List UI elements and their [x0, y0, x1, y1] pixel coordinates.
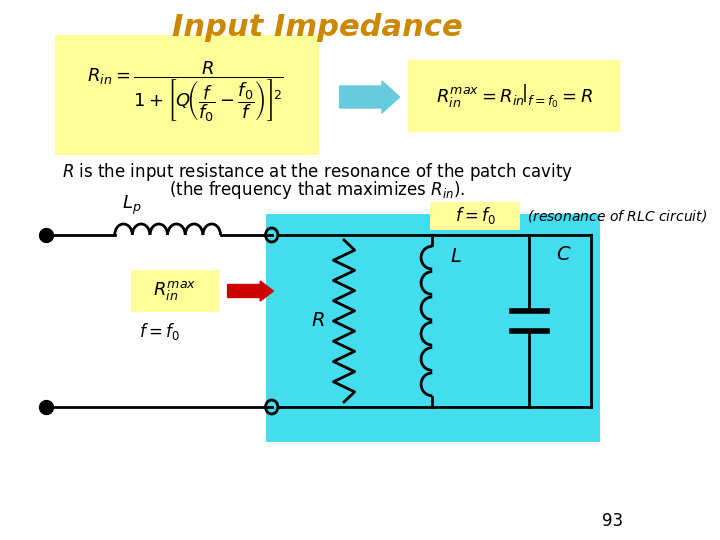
Bar	[55, 35, 320, 155]
Text: $L$: $L$	[450, 247, 462, 267]
Text: (the frequency that maximizes $R_{in}$).: (the frequency that maximizes $R_{in}$).	[169, 179, 466, 201]
Bar	[408, 60, 620, 132]
FancyArrow shape	[340, 81, 400, 113]
Text: $f = f_0$: $f = f_0$	[455, 206, 496, 226]
Text: $R_{in}^{max}$: $R_{in}^{max}$	[153, 280, 197, 302]
Text: $R$ is the input resistance at the resonance of the patch cavity: $R$ is the input resistance at the reson…	[62, 161, 573, 183]
Text: $L_p$: $L_p$	[122, 194, 141, 217]
Text: $C$: $C$	[556, 246, 571, 265]
Text: $R$: $R$	[311, 312, 325, 330]
Text: Input Impedance: Input Impedance	[172, 14, 463, 43]
Text: $R_{in} = \dfrac{R}{1+\left[Q\!\left(\dfrac{f}{f_0}-\dfrac{f_0}{f}\right)\right]: $R_{in} = \dfrac{R}{1+\left[Q\!\left(\df…	[87, 60, 284, 124]
Bar	[431, 202, 521, 230]
Text: 93: 93	[602, 512, 623, 530]
Text: $R_{in}^{max} = R_{in}\!\left.\right|_{f=f_0} = R$: $R_{in}^{max} = R_{in}\!\left.\right|_{f…	[436, 83, 593, 110]
FancyArrow shape	[228, 281, 274, 301]
Bar	[266, 214, 600, 442]
Bar	[130, 270, 219, 312]
Text: $f = f_0$: $f = f_0$	[140, 321, 180, 342]
Text: (resonance of $RLC$ circuit): (resonance of $RLC$ circuit)	[526, 208, 707, 224]
